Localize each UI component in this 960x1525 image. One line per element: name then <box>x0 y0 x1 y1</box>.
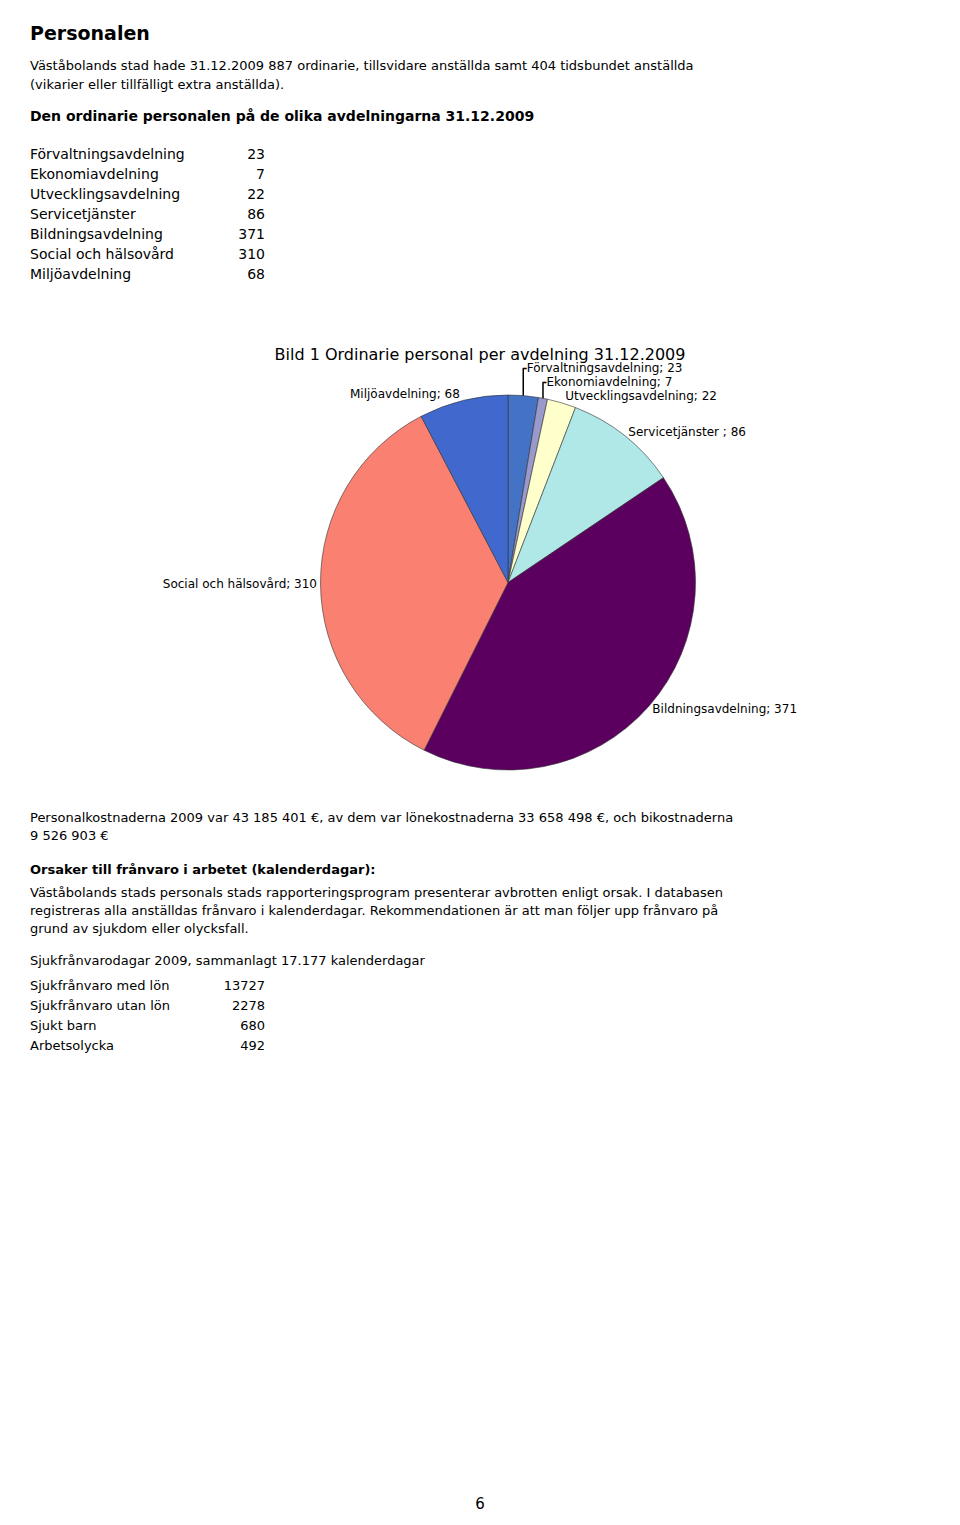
svg-text:Servicetjänster ; 86: Servicetjänster ; 86 <box>628 425 746 439</box>
html-text:371: 371 <box>238 226 265 242</box>
html-text:13727: 13727 <box>223 978 265 993</box>
svg-text:Förvaltningsavdelning; 23: Förvaltningsavdelning; 23 <box>527 361 683 375</box>
html-text:6: 6 <box>475 1495 485 1513</box>
html-text:grund av sjukdom eller olycksf: grund av sjukdom eller olycksfall. <box>30 921 249 936</box>
svg-text:Ekonomiavdelning; 7: Ekonomiavdelning; 7 <box>546 375 672 389</box>
html-text:86: 86 <box>247 206 265 222</box>
html-text:Bildningsavdelning: Bildningsavdelning <box>30 226 163 242</box>
html-text:Sjukfrånvarodagar 2009, samman: Sjukfrånvarodagar 2009, sammanlagt 17.17… <box>30 953 425 968</box>
html-text:9 526 903 €: 9 526 903 € <box>30 828 109 843</box>
html-text:Den ordinarie personalen på de: Den ordinarie personalen på de olika avd… <box>30 108 535 124</box>
html-text:Sjukfrånvaro utan lön: Sjukfrånvaro utan lön <box>30 998 170 1013</box>
html-text:7: 7 <box>256 166 265 182</box>
html-text:Ekonomiavdelning: Ekonomiavdelning <box>30 166 159 182</box>
svg-text:Bild 1 Ordinarie personal per: Bild 1 Ordinarie personal per avdelning … <box>275 345 686 364</box>
html-text:680: 680 <box>240 1018 265 1033</box>
svg-text:Miljöavdelning; 68: Miljöavdelning; 68 <box>350 387 460 401</box>
html-text:(vikarier eller tillfälligt ex: (vikarier eller tillfälligt extra anstäl… <box>30 77 285 92</box>
html-text:Miljöavdelning: Miljöavdelning <box>30 266 132 282</box>
svg-text:Utvecklingsavdelning; 22: Utvecklingsavdelning; 22 <box>565 389 717 403</box>
html-text:310: 310 <box>238 246 265 262</box>
svg-text:Social och hälsovård; 310: Social och hälsovård; 310 <box>163 577 317 591</box>
html-text:Arbetsolycka: Arbetsolycka <box>30 1038 114 1053</box>
html-text:Sjukfrånvaro med lön: Sjukfrånvaro med lön <box>30 978 170 993</box>
html-text:registreras alla anställdas fr: registreras alla anställdas frånvaro i k… <box>30 903 719 918</box>
html-text:Väståbolands stad hade 31.12.2: Väståbolands stad hade 31.12.2009 887 or… <box>30 58 694 73</box>
html-text:Väståbolands stads personals s: Väståbolands stads personals stads rappo… <box>30 885 723 900</box>
html-text:Personalen: Personalen <box>30 22 150 44</box>
html-text:22: 22 <box>247 186 265 202</box>
html-text:Förvaltningsavdelning: Förvaltningsavdelning <box>30 146 185 162</box>
svg-text:Bildningsavdelning; 371: Bildningsavdelning; 371 <box>652 702 797 716</box>
html-text:23: 23 <box>247 146 265 162</box>
html-text:Servicetjänster: Servicetjänster <box>30 206 136 222</box>
html-text:Personalkostnaderna 2009 var 4: Personalkostnaderna 2009 var 43 185 401 … <box>30 810 734 825</box>
html-text:492: 492 <box>240 1038 265 1053</box>
html-text:Orsaker till frånvaro i arbete: Orsaker till frånvaro i arbetet (kalende… <box>30 862 376 877</box>
html-text:68: 68 <box>247 266 265 282</box>
html-text:Sjukt barn: Sjukt barn <box>30 1018 97 1033</box>
html-text:Social och hälsovård: Social och hälsovård <box>30 246 174 262</box>
html-text:2278: 2278 <box>231 998 265 1013</box>
html-text:Utvecklingsavdelning: Utvecklingsavdelning <box>30 186 181 202</box>
